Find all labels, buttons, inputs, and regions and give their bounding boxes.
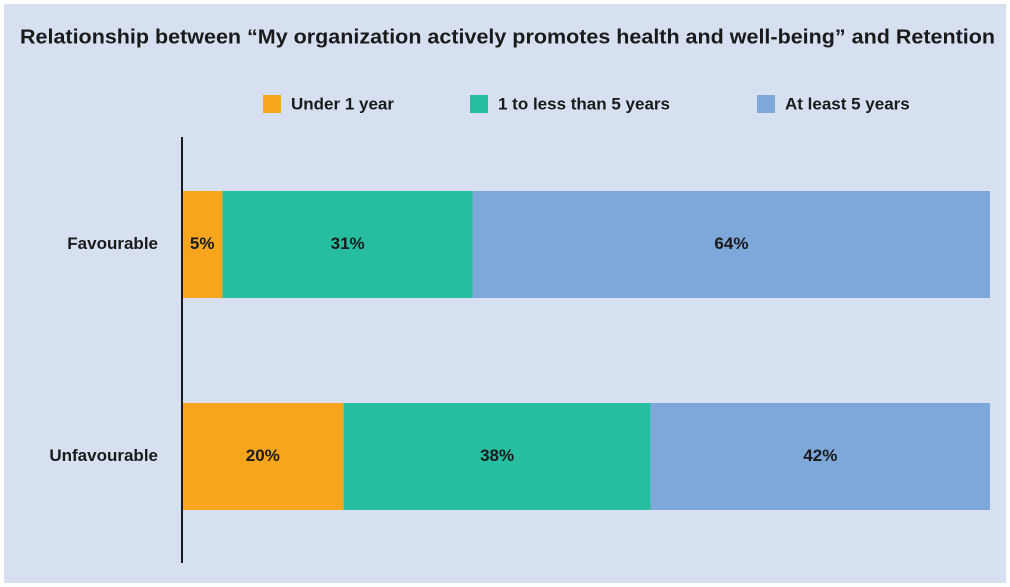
legend-swatch	[757, 95, 775, 113]
category-label: Favourable	[67, 234, 158, 253]
legend-label: Under 1 year	[291, 94, 394, 113]
value-label: 5%	[190, 234, 215, 253]
bar-segment	[343, 403, 651, 510]
value-label: 64%	[714, 234, 748, 253]
category-label: Unfavourable	[49, 446, 158, 465]
value-label: 42%	[803, 446, 837, 465]
value-label: 38%	[480, 446, 514, 465]
legend-label: 1 to less than 5 years	[498, 94, 670, 113]
bar-segment	[182, 403, 344, 510]
value-label: 20%	[246, 446, 280, 465]
value-label: 31%	[331, 234, 365, 253]
legend-swatch	[470, 95, 488, 113]
bar-segment	[222, 191, 473, 298]
bar-segment	[472, 191, 990, 298]
bar-segment	[182, 191, 223, 298]
legend-swatch	[263, 95, 281, 113]
bar-segment	[650, 403, 990, 510]
chart-title: Relationship between “My organization ac…	[20, 26, 995, 48]
legend-label: At least 5 years	[785, 94, 910, 113]
